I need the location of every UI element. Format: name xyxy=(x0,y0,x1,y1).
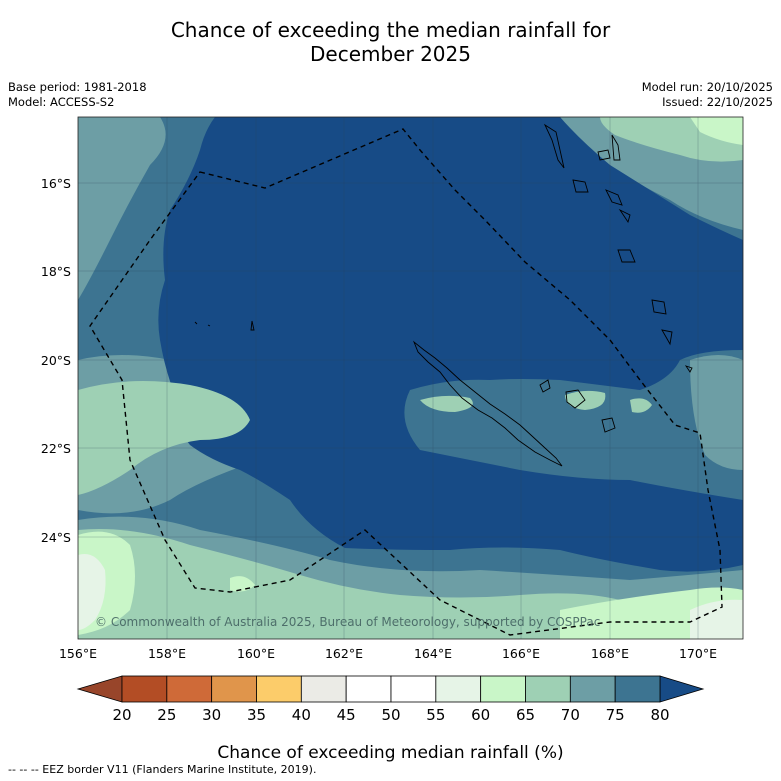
chesterfield-islets xyxy=(194,320,255,331)
coastlines xyxy=(194,123,693,467)
lon-tick-labels: 156°E 158°E 160°E 162°E 164°E 166°E 168°… xyxy=(59,646,717,661)
field-55-60-southwest xyxy=(78,554,106,630)
title-line-2: December 2025 xyxy=(310,42,471,66)
colorbar-tick-label: 55 xyxy=(426,706,445,724)
field-65-70-lagoon xyxy=(420,395,473,412)
colorbar: 20 25 30 35 40 45 50 55 60 65 70 75 80 xyxy=(76,675,705,724)
colorbar-segment xyxy=(166,675,213,703)
map-title: Chance of exceeding the median rainfall … xyxy=(0,18,781,66)
field-80-plus xyxy=(158,117,743,572)
colorbar-label: Chance of exceeding median rainfall (%) xyxy=(217,743,564,763)
colorbar-tick-label: 75 xyxy=(606,706,625,724)
colorbar-tick-label: 70 xyxy=(561,706,580,724)
colorbar-tick-labels: 20 25 30 35 40 45 50 55 60 65 70 75 80 xyxy=(112,706,669,724)
colorbar-segment xyxy=(345,675,392,703)
colorbar-segment xyxy=(569,675,616,703)
colorbar-low-extend xyxy=(76,675,123,703)
colorbar-high-extend xyxy=(659,675,705,703)
issued-date: Issued: 22/10/2025 xyxy=(662,95,773,109)
colorbar-segment xyxy=(390,675,437,703)
map-frame xyxy=(77,116,744,640)
field-70-75-east xyxy=(690,355,743,470)
colorbar-tick-label: 50 xyxy=(381,706,400,724)
field-65-70-southwest xyxy=(78,381,250,495)
colorbar-segment xyxy=(256,675,302,703)
lat-tick-18s: 18°S xyxy=(41,264,71,279)
lat-tick-labels: 16°S 18°S 20°S 22°S 24°S xyxy=(41,176,71,545)
colorbar-tick-label: 80 xyxy=(650,706,669,724)
lon-tick-170e: 170°E xyxy=(679,646,717,661)
eez-border xyxy=(89,128,723,636)
lon-tick-160e: 160°E xyxy=(237,646,275,661)
field-55-60-southeast xyxy=(690,599,743,639)
title-line-1: Chance of exceeding the median rainfall … xyxy=(170,18,611,42)
field-70-75-west xyxy=(78,117,166,300)
meta-right: Model run: 20/10/2025 Issued: 22/10/2025 xyxy=(642,80,773,110)
colorbar-tick-label: 65 xyxy=(516,706,535,724)
model-name: Model: ACCESS-S2 xyxy=(8,95,115,109)
lon-tick-164e: 164°E xyxy=(414,646,452,661)
colorbar-tick-label: 60 xyxy=(471,706,490,724)
rainfall-field xyxy=(78,117,743,639)
lat-tick-22s: 22°S xyxy=(41,441,71,456)
colorbar-segment xyxy=(211,675,257,703)
field-60-65-northeast xyxy=(690,117,743,145)
lat-tick-20s: 20°S xyxy=(41,353,71,368)
colorbar-segment xyxy=(435,675,482,703)
lon-tick-158e: 158°E xyxy=(148,646,186,661)
loyalty-islands-coast xyxy=(539,379,616,433)
colorbar-tick-label: 35 xyxy=(247,706,266,724)
colorbar-tick-label: 40 xyxy=(292,706,311,724)
field-60-65-south xyxy=(230,576,743,639)
colorbar-segment xyxy=(121,675,168,703)
lat-tick-24s: 24°S xyxy=(41,530,71,545)
colorbar-tick-label: 20 xyxy=(112,706,131,724)
colorbar-segment xyxy=(614,675,661,703)
lat-tick-16s: 16°S xyxy=(41,176,71,191)
model-run: Model run: 20/10/2025 xyxy=(641,80,773,94)
eez-legend-footer: -- -- -- EEZ border V11 (Flanders Marine… xyxy=(8,763,317,776)
new-caledonia-coast xyxy=(412,340,563,467)
colorbar-tick-label: 45 xyxy=(337,706,356,724)
gridlines xyxy=(78,117,743,639)
meta-left: Base period: 1981-2018 Model: ACCESS-S2 xyxy=(8,80,147,110)
colorbar-tick-label: 30 xyxy=(202,706,221,724)
colorbar-segments xyxy=(121,675,661,703)
colorbar-tick-label: 25 xyxy=(157,706,176,724)
copyright-watermark: © Commonwealth of Australia 2025, Bureau… xyxy=(95,615,600,629)
colorbar-segment xyxy=(525,675,571,703)
lon-tick-168e: 168°E xyxy=(591,646,629,661)
lon-tick-162e: 162°E xyxy=(325,646,363,661)
colorbar-segment xyxy=(480,675,526,703)
field-65-70-islets xyxy=(565,390,652,413)
vanuatu-coast xyxy=(543,123,693,373)
lon-tick-166e: 166°E xyxy=(502,646,540,661)
lon-tick-156e: 156°E xyxy=(59,646,97,661)
colorbar-segment xyxy=(300,675,347,703)
base-period: Base period: 1981-2018 xyxy=(8,80,147,94)
